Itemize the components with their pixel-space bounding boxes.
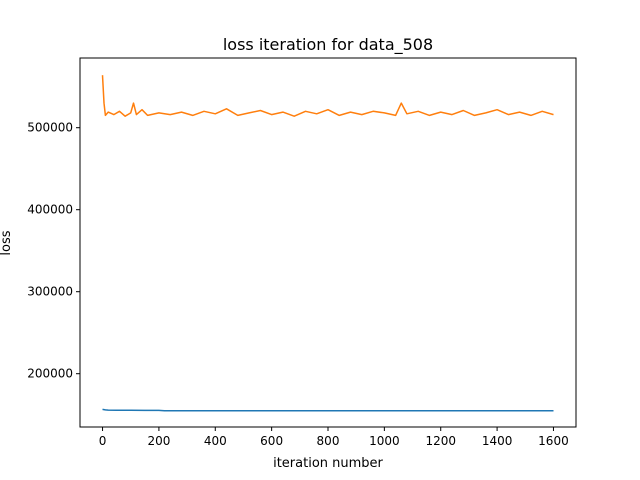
chart-title: loss iteration for data_508 [223, 35, 433, 55]
x-tick-label: 1200 [425, 434, 456, 448]
y-tick-label: 300000 [27, 285, 73, 299]
y-axis-label: loss [0, 230, 14, 255]
x-tick-label: 1000 [369, 434, 400, 448]
x-axis: 0 200 400 600 800 1000 1200 1400 1600 [99, 427, 569, 448]
y-tick-label: 500000 [27, 121, 73, 135]
plot-area [101, 75, 554, 412]
x-tick-label: 400 [204, 434, 227, 448]
series-line-1 [102, 408, 554, 412]
x-axis-label: iteration number [273, 456, 383, 471]
y-axis: 200000 300000 400000 500000 [27, 121, 80, 381]
x-tick-label: 200 [147, 434, 170, 448]
y-tick-label: 400000 [27, 203, 73, 217]
x-tick-label: 600 [260, 434, 283, 448]
series-line-0 [101, 75, 554, 117]
y-tick-label: 200000 [27, 367, 73, 381]
x-tick-label: 800 [317, 434, 340, 448]
x-tick-label: 1600 [538, 434, 569, 448]
x-tick-label: 1400 [482, 434, 513, 448]
x-tick-label: 0 [99, 434, 107, 448]
